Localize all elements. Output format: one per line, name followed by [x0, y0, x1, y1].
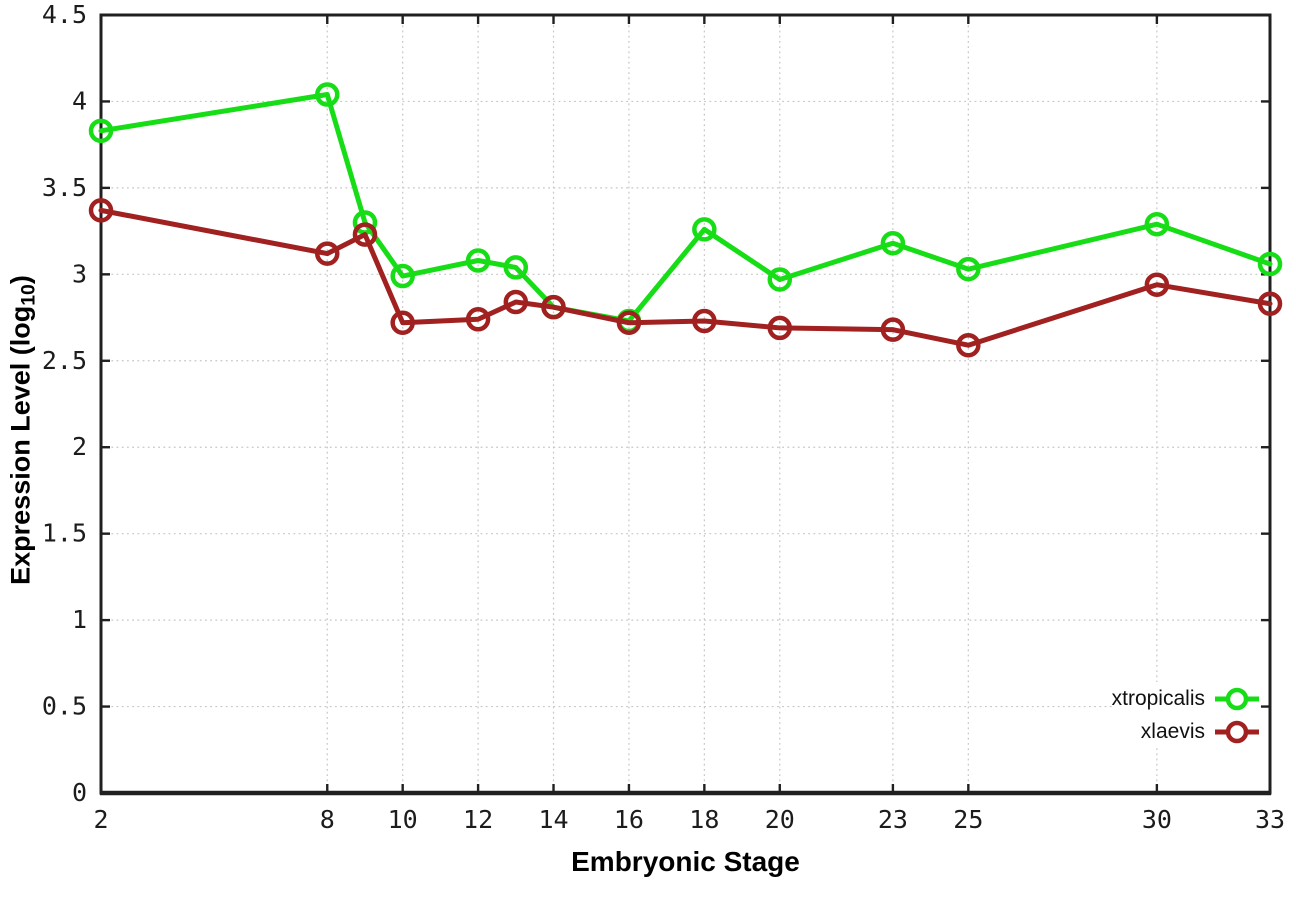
x-tick-label: 10	[388, 805, 418, 834]
y-tick-label: 3	[72, 259, 87, 288]
data-point-marker-xtropicalis	[880, 230, 906, 256]
data-point-marker-xtropicalis	[315, 82, 340, 107]
legend-marker-xtropicalis-icon	[1215, 687, 1259, 710]
y-axis-title: Expression Level (log10)	[5, 275, 40, 585]
data-point-marker-xlaevis	[88, 198, 114, 223]
y-tick-label: 2	[72, 432, 87, 461]
y-tick-label: 4.5	[42, 0, 87, 29]
data-point-marker-xlaevis	[616, 310, 642, 335]
data-point-marker-xlaevis	[767, 315, 793, 341]
data-point-marker-xtropicalis	[692, 217, 717, 242]
x-axis-title: Embryonic Stage	[571, 846, 800, 877]
y-tick-label: 0.5	[42, 692, 87, 721]
data-point-marker-xlaevis	[956, 332, 981, 358]
data-point-marker-xlaevis	[352, 222, 378, 247]
data-point-marker-xlaevis	[1257, 291, 1283, 316]
y-tick-label: 2.5	[42, 346, 87, 375]
legend-label-xtropicalis: xtropicalis	[1111, 687, 1205, 710]
y-tick-label: 0	[72, 778, 87, 807]
x-tick-label: 2	[93, 805, 108, 834]
data-point-marker-xlaevis	[1144, 272, 1170, 297]
data-point-marker-xlaevis	[541, 294, 566, 320]
data-point-marker-xlaevis	[503, 289, 529, 315]
x-tick-label: 20	[765, 805, 795, 834]
y-axis-title-main: Expression Level (log	[5, 305, 36, 585]
x-tick-label: 30	[1142, 805, 1172, 834]
y-tick-label: 1	[72, 605, 87, 634]
plot-border	[99, 13, 1272, 795]
data-point-marker-xlaevis	[465, 307, 491, 332]
data-point-marker-xtropicalis	[465, 248, 491, 273]
legend-item-xtropicalis: xtropicalis	[1112, 682, 1260, 715]
data-point-marker-xlaevis	[880, 317, 906, 342]
data-point-marker-xtropicalis	[390, 263, 415, 289]
data-point-marker-xtropicalis	[503, 255, 529, 280]
series-line-xlaevis	[98, 207, 1273, 348]
data-point-marker-xtropicalis	[956, 256, 981, 282]
legend: xtropicalis xlaevis	[1111, 682, 1260, 748]
data-point-marker-xtropicalis	[1144, 211, 1170, 237]
y-axis-title-suffix: )	[5, 275, 36, 285]
data-point-marker-xlaevis	[315, 241, 340, 266]
y-tick-label: 1.5	[42, 519, 87, 548]
legend-label-xlaevis: xlaevis	[1140, 720, 1205, 743]
data-point-marker-xlaevis	[390, 310, 415, 335]
x-tick-label: 33	[1255, 805, 1285, 834]
x-tick-label: 25	[953, 805, 983, 834]
data-point-marker-xtropicalis	[1257, 251, 1283, 277]
data-point-marker-xlaevis	[692, 308, 717, 334]
y-axis-title-subscript: 10	[17, 284, 40, 306]
data-point-marker-xtropicalis	[767, 267, 793, 292]
legend-item-xlaevis: xlaevis	[1141, 715, 1260, 748]
legend-marker-xlaevis-icon	[1215, 720, 1259, 743]
y-tick-label: 4	[72, 86, 87, 115]
data-point-marker-xtropicalis	[88, 118, 114, 144]
x-tick-label: 23	[878, 805, 908, 834]
x-tick-label: 12	[463, 805, 493, 834]
x-tick-label: 14	[538, 805, 568, 834]
series-line-xtropicalis	[98, 92, 1273, 324]
x-tick-label: 18	[689, 805, 719, 834]
x-tick-label: 16	[614, 805, 644, 834]
y-tick-label: 3.5	[42, 173, 87, 202]
x-tick-label: 8	[320, 805, 335, 834]
